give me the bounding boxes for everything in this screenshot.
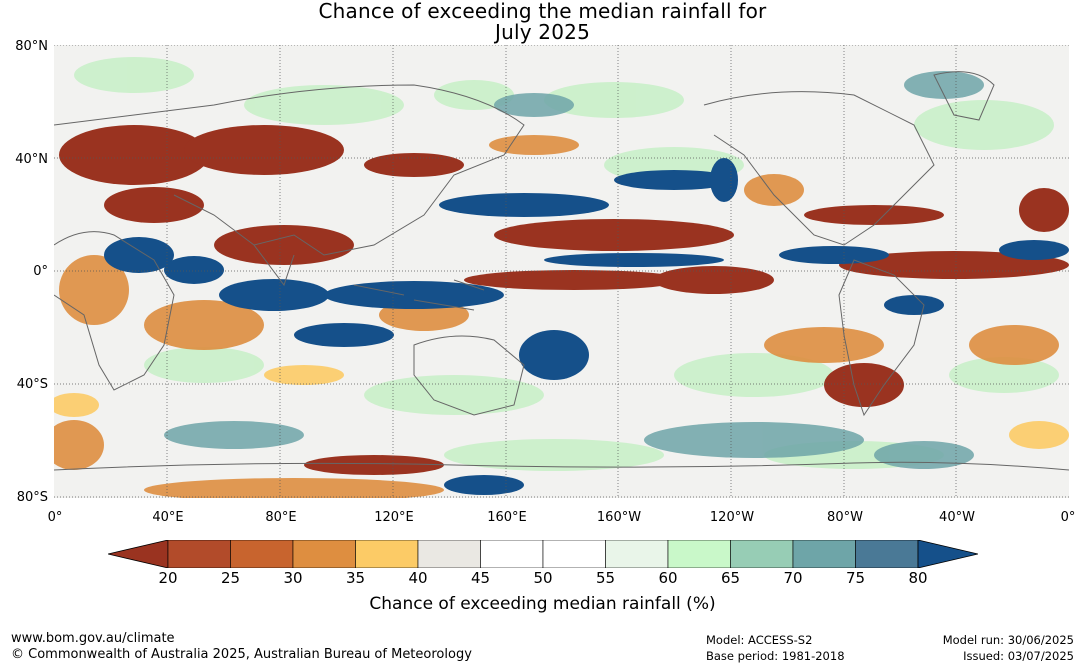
colorbar-segment (480, 540, 544, 568)
colorbar-tick-label: 35 (345, 569, 366, 587)
rainfall-probability-map (54, 45, 1069, 498)
lon-label-120w: 120°W (709, 510, 755, 525)
model-run-date: Model run: 30/06/2025 (942, 633, 1074, 647)
lat-label-80n: 80°N (15, 39, 48, 54)
latitude-gridlines (54, 45, 1069, 498)
colorbar-extend-low (108, 540, 169, 568)
copyright-text: © Commonwealth of Australia 2025, Austra… (11, 647, 472, 662)
lon-label-0-right: 0° (1060, 510, 1076, 525)
orange-regions (54, 135, 1059, 498)
colorbar-segment (730, 540, 794, 568)
colorbar-segment (292, 540, 356, 568)
lon-label-80w: 80°W (827, 510, 863, 525)
colorbar-segment (667, 540, 731, 568)
colorbar-tick-label: 30 (283, 569, 303, 587)
yellow-regions (54, 365, 1069, 449)
colorbar-segments (108, 540, 978, 568)
colorbar (108, 540, 978, 568)
colorbar-tick-label: 50 (533, 569, 553, 587)
colorbar-segment (355, 540, 419, 568)
colorbar-tick-label: 20 (158, 569, 178, 587)
lat-label-40s: 40°S (16, 377, 48, 392)
colorbar-segment (605, 540, 669, 568)
colorbar-segment (792, 540, 856, 568)
lat-label-40n: 40°N (15, 152, 48, 167)
colorbar-segment (167, 540, 231, 568)
colorbar-label: Chance of exceeding median rainfall (%) (369, 594, 716, 614)
colorbar-tick-label: 70 (783, 569, 803, 587)
lat-label-equator: 0° (33, 264, 48, 279)
lon-label-40w: 40°W (939, 510, 975, 525)
issued-date: Issued: 03/07/2025 (963, 649, 1074, 663)
dry-regions (59, 125, 1069, 475)
colorbar-tick-label: 45 (470, 569, 491, 587)
map-canvas (54, 45, 1069, 498)
colorbar-extend-high (917, 540, 978, 568)
teal-regions (164, 71, 984, 469)
colorbar-tick-label: 55 (595, 569, 616, 587)
colorbar-tick-label: 25 (220, 569, 241, 587)
colorbar-tick-label: 65 (720, 569, 741, 587)
colorbar-tick-label: 80 (908, 569, 928, 587)
colorbar-tick-label: 40 (408, 569, 428, 587)
website-link[interactable]: www.bom.gov.au/climate (11, 631, 175, 646)
map-title-line-2: July 2025 (494, 20, 591, 44)
lon-label-0-left: 0° (47, 510, 63, 525)
lon-label-80e: 80°E (265, 510, 297, 525)
longitude-gridlines (166, 45, 957, 498)
colorbar-segment (855, 540, 919, 568)
lat-label-80s: 80°S (16, 490, 48, 505)
colorbar-tick-label: 60 (658, 569, 678, 587)
base-period: Base period: 1981-2018 (706, 649, 845, 663)
colorbar-tick-label: 75 (845, 569, 866, 587)
colorbar-segment (417, 540, 481, 568)
colorbar-segment (542, 540, 606, 568)
lon-label-160w: 160°W (596, 510, 642, 525)
lon-label-120e: 120°E (374, 510, 414, 525)
colorbar-segment (230, 540, 294, 568)
coastlines (54, 71, 1069, 471)
map-title-line-1: Chance of exceeding the median rainfall … (318, 0, 767, 23)
lon-label-40e: 40°E (152, 510, 184, 525)
lon-label-160e: 160°E (487, 510, 527, 525)
model-name: Model: ACCESS-S2 (706, 633, 813, 647)
